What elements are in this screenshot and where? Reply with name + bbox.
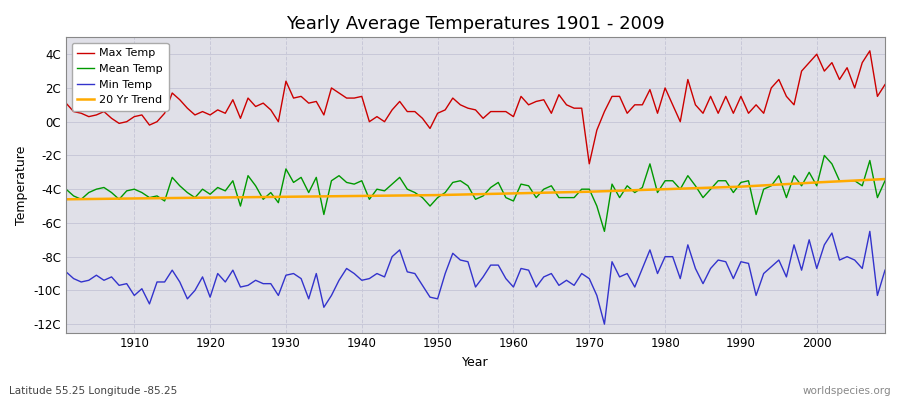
Min Temp [500, 276, 511, 281]
Max Temp [584, 162, 595, 166]
Min Temp [60, 270, 71, 274]
Min Temp [879, 268, 890, 272]
20 Yr Trend [879, 177, 890, 182]
Line: Max Temp: Max Temp [66, 51, 885, 164]
Min Temp [508, 285, 518, 290]
Title: Yearly Average Temperatures 1901 - 2009: Yearly Average Temperatures 1901 - 2009 [286, 15, 665, 33]
Legend: Max Temp, Mean Temp, Min Temp, 20 Yr Trend: Max Temp, Mean Temp, Min Temp, 20 Yr Tre… [72, 43, 168, 111]
Min Temp [607, 259, 617, 264]
20 Yr Trend [60, 197, 71, 202]
Max Temp [500, 109, 511, 114]
Mean Temp [508, 198, 518, 203]
Line: Min Temp: Min Temp [66, 231, 885, 324]
Max Temp [864, 48, 875, 53]
Max Temp [508, 114, 518, 119]
Max Temp [607, 94, 617, 99]
20 Yr Trend [281, 194, 292, 199]
Min Temp [864, 229, 875, 234]
Y-axis label: Temperature: Temperature [15, 145, 28, 225]
Text: worldspecies.org: worldspecies.org [803, 386, 891, 396]
20 Yr Trend [204, 195, 215, 200]
Max Temp [334, 91, 345, 96]
20 Yr Trend [508, 191, 518, 196]
20 Yr Trend [432, 193, 443, 198]
Min Temp [122, 281, 132, 286]
Min Temp [599, 322, 610, 326]
Mean Temp [122, 188, 132, 193]
X-axis label: Year: Year [463, 356, 489, 369]
Mean Temp [500, 195, 511, 200]
Line: 20 Yr Trend: 20 Yr Trend [66, 179, 885, 199]
Mean Temp [334, 173, 345, 178]
Mean Temp [60, 187, 71, 192]
Mean Temp [607, 182, 617, 186]
20 Yr Trend [129, 196, 140, 201]
20 Yr Trend [356, 194, 367, 198]
Max Temp [60, 101, 71, 106]
20 Yr Trend [660, 187, 670, 192]
Line: Mean Temp: Mean Temp [66, 156, 885, 231]
Mean Temp [599, 229, 610, 234]
Max Temp [122, 119, 132, 124]
20 Yr Trend [584, 189, 595, 194]
Text: Latitude 55.25 Longitude -85.25: Latitude 55.25 Longitude -85.25 [9, 386, 177, 396]
20 Yr Trend [812, 180, 823, 185]
Mean Temp [819, 153, 830, 158]
20 Yr Trend [735, 184, 746, 189]
Min Temp [288, 271, 299, 276]
Mean Temp [879, 178, 890, 183]
Min Temp [334, 278, 345, 283]
Max Temp [288, 96, 299, 100]
Mean Temp [288, 180, 299, 185]
Max Temp [879, 82, 890, 87]
